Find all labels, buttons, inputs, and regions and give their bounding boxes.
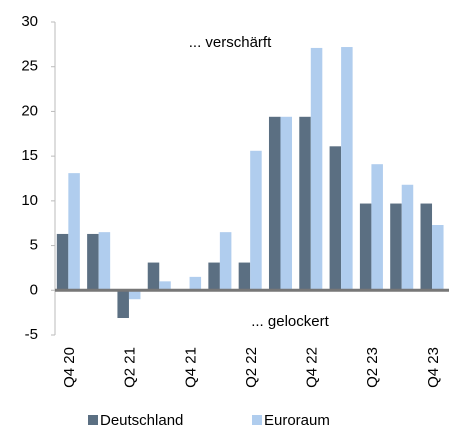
bar	[280, 116, 293, 291]
x-tick-label: Q4 20	[61, 347, 78, 388]
bar	[68, 173, 80, 291]
bar	[219, 232, 232, 291]
bar	[117, 290, 129, 319]
legend-swatch	[88, 415, 98, 425]
bar	[310, 47, 323, 291]
x-tick-label: Q2 23	[364, 347, 381, 388]
annotation: ... gelockert	[251, 313, 329, 330]
y-tick-label: 20	[21, 102, 38, 119]
y-tick-label: 10	[21, 192, 38, 209]
bar	[329, 146, 342, 291]
bar	[401, 184, 414, 291]
bar	[371, 164, 383, 291]
y-tick-label: 15	[21, 147, 38, 164]
y-tick-label: 25	[21, 58, 38, 75]
x-tick-label: Q4 23	[425, 347, 442, 388]
x-tick-label: Q2 21	[122, 347, 139, 388]
bar	[56, 233, 69, 291]
legend-label: Euroraum	[264, 412, 330, 429]
bar	[238, 262, 251, 291]
x-tick-label: Q2 22	[243, 347, 260, 388]
bar	[420, 203, 433, 291]
y-tick-label: 0	[30, 281, 38, 298]
bar	[299, 116, 311, 291]
y-tick-label: -5	[25, 326, 38, 343]
bar	[268, 116, 281, 291]
y-tick-label: 30	[21, 13, 38, 30]
bar	[432, 225, 444, 291]
bar	[159, 281, 171, 291]
bar	[390, 203, 402, 291]
x-tick-label: Q4 21	[182, 347, 199, 388]
y-tick-label: 5	[30, 237, 38, 254]
bar	[98, 232, 111, 291]
legend-swatch	[252, 415, 262, 425]
annotation: ... verschärft	[189, 34, 272, 51]
bar	[250, 150, 262, 291]
bar	[147, 262, 160, 291]
bar	[341, 47, 353, 291]
bar	[128, 290, 141, 300]
x-tick-label: Q4 22	[304, 347, 321, 388]
bar	[359, 203, 372, 291]
bar	[189, 276, 202, 291]
bar	[208, 262, 220, 291]
bar	[87, 233, 99, 291]
legend-label: Deutschland	[100, 412, 183, 429]
